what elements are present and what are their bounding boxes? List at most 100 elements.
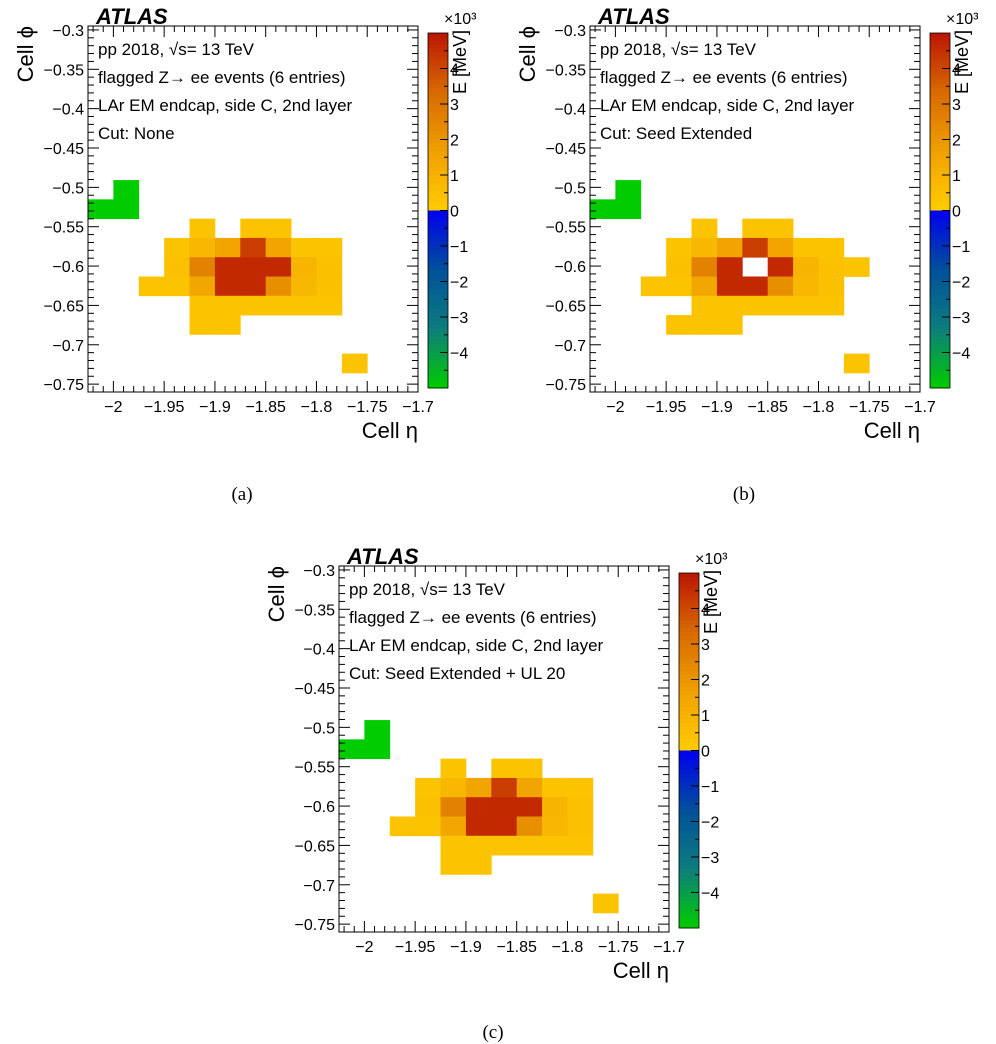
colorbar-bin	[679, 584, 699, 590]
y-tick-label: −0.4	[52, 102, 84, 119]
legend-line: LAr EM endcap, side C, 2nd layer	[600, 96, 855, 115]
colorbar-bin	[428, 336, 448, 342]
x-tick-label: −1.9	[450, 939, 482, 956]
colorbar-tick-label: −1	[450, 239, 468, 256]
colorbar-bin	[930, 297, 950, 302]
colorbar-multiplier: ×10³	[444, 11, 477, 28]
colorbar-bin	[428, 356, 448, 361]
heatmap-cell	[542, 777, 568, 798]
colorbar-bin	[679, 718, 699, 724]
legend-line: pp 2018, √s= 13 TeV	[349, 580, 506, 599]
heatmap-cell	[818, 295, 845, 316]
colorbar-bin	[930, 96, 950, 101]
y-tick-label: −0.65	[546, 298, 587, 315]
colorbar-tick-label: 1	[701, 708, 710, 725]
colorbar-bin	[428, 111, 448, 117]
x-tick-label: −1.8	[301, 399, 333, 416]
colorbar-bin	[679, 651, 699, 657]
colorbar-bin	[930, 115, 950, 121]
colorbar-bin	[679, 707, 699, 712]
colorbar-bin	[428, 76, 448, 81]
colorbar-bin	[679, 742, 699, 748]
colorbar-bin	[930, 293, 950, 298]
colorbar-bin	[428, 317, 448, 322]
heatmap-cell	[542, 816, 568, 837]
panel-a: −2 −1.95 −1.9 −1.85 −1.8 −1.75 −1.7 −0.3 −0.35 −0…	[0, 0, 477, 445]
y-tick-label: −0.5	[554, 180, 586, 197]
colorbar-bin	[428, 305, 448, 310]
heatmap-cell	[316, 237, 343, 258]
colorbar-bin	[930, 372, 950, 377]
colorbar-bin	[930, 52, 950, 58]
colorbar-bin	[428, 222, 448, 227]
colorbar-tick-label: 0	[952, 204, 961, 221]
colorbar-bin	[930, 92, 950, 97]
colorbar-title: E [MeV]	[450, 30, 470, 94]
colorbar-bin	[428, 344, 448, 350]
colorbar-bin	[428, 33, 448, 38]
colorbar-bin	[679, 920, 699, 925]
y-tick-label: −0.3	[52, 23, 84, 40]
heatmap-cell	[716, 295, 743, 316]
colorbar-bin	[428, 68, 448, 73]
colorbar-bin	[428, 56, 448, 62]
y-tick-label: −0.4	[303, 642, 335, 659]
colorbar-bin	[679, 837, 699, 842]
colorbar-bin	[428, 159, 448, 164]
heatmap-cell	[265, 218, 292, 239]
y-tick-label: −0.7	[554, 338, 586, 355]
colorbar-bin	[679, 841, 699, 846]
colorbar-tick-label: −4	[701, 886, 719, 903]
colorbar-bin	[679, 813, 699, 819]
colorbar-bin	[428, 175, 448, 180]
colorbar-bin	[679, 880, 699, 886]
colorbar-bin	[679, 715, 699, 720]
heatmap-cell	[767, 276, 794, 297]
x-tick-label: −1.9	[199, 399, 231, 416]
atlas-logo: ATLAS	[597, 4, 670, 29]
colorbar-bin	[679, 892, 699, 897]
y-tick-label: −0.5	[303, 720, 335, 737]
y-axis-title: Cell ϕ	[515, 26, 540, 82]
x-tick-label: −1.75	[849, 399, 890, 416]
colorbar-bin	[930, 376, 950, 381]
heatmap-cell	[316, 276, 343, 297]
colorbar-bin	[930, 104, 950, 109]
heatmap-cell	[843, 353, 870, 374]
colorbar-tick-label: 2	[701, 673, 710, 690]
x-axis-title: Cell η	[613, 958, 669, 983]
colorbar-bin	[428, 178, 448, 184]
colorbar-bin	[679, 671, 699, 677]
colorbar-bin	[679, 821, 699, 826]
colorbar-bin	[428, 147, 448, 152]
y-tick-label: −0.55	[44, 220, 85, 237]
heatmap-cell	[164, 276, 190, 297]
colorbar-bin	[930, 348, 950, 353]
colorbar-bin	[679, 876, 699, 882]
heatmap-cell	[742, 295, 769, 316]
colorbar-bin	[428, 64, 448, 69]
heatmap-cell	[567, 816, 594, 837]
heatmap-cell	[767, 257, 794, 277]
colorbar-bin	[428, 360, 448, 365]
colorbar-bin	[930, 84, 950, 89]
heatmap-cell	[415, 777, 441, 798]
colorbar-bin	[428, 123, 448, 129]
colorbar-bin	[428, 206, 448, 211]
colorbar-tick-label: −3	[450, 310, 468, 327]
colorbar-tick-label: 0	[450, 204, 459, 221]
colorbar-bin	[930, 384, 950, 389]
heatmap-cell	[189, 315, 216, 335]
colorbar-bin	[428, 368, 448, 373]
heatmap-cell	[742, 276, 769, 297]
colorbar-bin	[930, 234, 950, 239]
colorbar-bin	[428, 119, 448, 125]
colorbar-bin	[930, 88, 950, 93]
colorbar-tick-label: −3	[701, 850, 719, 867]
colorbar-bin	[679, 699, 699, 704]
colorbar-tick-label: −2	[952, 275, 970, 292]
x-tick-label: −2	[355, 939, 373, 956]
colorbar-bin	[679, 825, 699, 830]
colorbar-bin	[428, 384, 448, 389]
colorbar-bin	[930, 336, 950, 342]
